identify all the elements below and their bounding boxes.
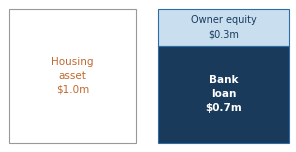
Text: Housing
asset
$1.0m: Housing asset $1.0m [51,57,94,95]
FancyBboxPatch shape [9,9,136,143]
Text: Owner equity
$0.3m: Owner equity $0.3m [191,15,257,39]
FancyBboxPatch shape [158,9,289,46]
FancyBboxPatch shape [158,46,289,143]
Text: Bank
loan
$0.7m: Bank loan $0.7m [206,75,242,113]
